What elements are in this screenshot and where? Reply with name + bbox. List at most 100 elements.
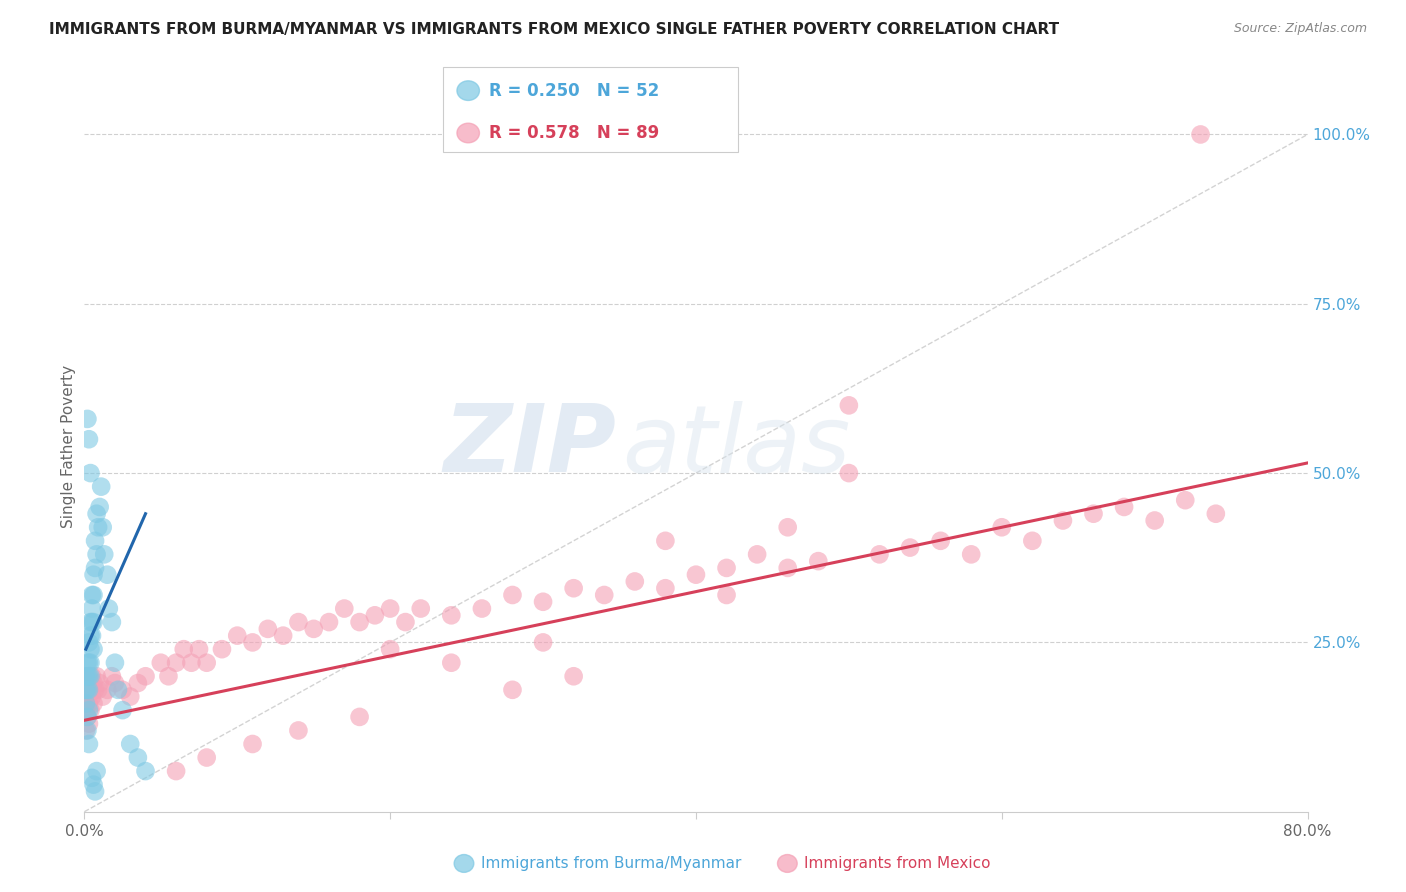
Point: [165, 764, 187, 778]
Point: [79, 615, 101, 629]
Point: [195, 750, 218, 764]
Point: [364, 608, 387, 623]
Point: [84, 682, 107, 697]
Point: [79, 642, 101, 657]
Point: [165, 656, 187, 670]
Point: [471, 601, 494, 615]
Point: [79, 682, 101, 697]
Point: [84, 533, 107, 548]
Point: [77, 703, 100, 717]
Point: [89, 500, 111, 514]
Text: atlas: atlas: [623, 401, 851, 491]
Point: [75, 697, 97, 711]
Text: Immigrants from Mexico: Immigrants from Mexico: [804, 856, 991, 871]
Point: [83, 642, 105, 657]
Point: [91, 690, 114, 704]
Point: [75, 723, 97, 738]
Point: [101, 669, 124, 683]
Point: [96, 682, 118, 697]
Point: [960, 547, 983, 561]
Point: [531, 635, 554, 649]
Point: [531, 595, 554, 609]
Point: [77, 669, 100, 683]
Point: [380, 601, 402, 615]
Point: [287, 723, 309, 738]
Point: [80, 601, 103, 615]
Point: [77, 432, 100, 446]
Point: [77, 737, 100, 751]
Point: [76, 710, 98, 724]
Point: [77, 635, 100, 649]
Point: [349, 710, 371, 724]
Point: [83, 588, 105, 602]
Point: [776, 520, 799, 534]
Text: ZIP: ZIP: [443, 400, 616, 492]
Point: [76, 656, 98, 670]
Point: [776, 561, 799, 575]
Point: [1083, 507, 1105, 521]
Point: [76, 682, 98, 697]
Point: [654, 581, 676, 595]
Point: [593, 588, 616, 602]
Point: [226, 629, 249, 643]
Point: [83, 697, 105, 711]
Point: [716, 561, 738, 575]
Point: [104, 656, 127, 670]
Point: [111, 682, 134, 697]
Point: [86, 764, 108, 778]
Point: [807, 554, 830, 568]
Point: [83, 778, 105, 792]
Text: Source: ZipAtlas.com: Source: ZipAtlas.com: [1233, 22, 1367, 36]
Point: [287, 615, 309, 629]
Point: [898, 541, 921, 555]
Point: [180, 656, 202, 670]
Point: [685, 567, 707, 582]
Point: [80, 629, 103, 643]
Point: [173, 642, 195, 657]
Point: [380, 642, 402, 657]
Point: [97, 601, 120, 615]
Point: [80, 588, 103, 602]
Point: [83, 676, 105, 690]
Point: [87, 682, 110, 697]
Point: [86, 669, 108, 683]
Point: [135, 764, 157, 778]
Point: [107, 682, 129, 697]
Point: [135, 669, 157, 683]
Point: [79, 629, 101, 643]
Point: [77, 697, 100, 711]
Point: [394, 615, 416, 629]
Point: [77, 676, 100, 690]
Point: [333, 601, 356, 615]
Point: [1205, 507, 1227, 521]
Text: Immigrants from Burma/Myanmar: Immigrants from Burma/Myanmar: [481, 856, 741, 871]
Point: [747, 547, 769, 561]
Point: [83, 615, 105, 629]
Point: [562, 581, 585, 595]
Point: [502, 588, 524, 602]
Point: [79, 669, 101, 683]
Point: [440, 608, 463, 623]
Point: [76, 669, 98, 683]
Point: [79, 703, 101, 717]
Point: [77, 682, 100, 697]
Point: [562, 669, 585, 683]
Point: [502, 682, 524, 697]
Point: [80, 771, 103, 785]
Point: [1021, 533, 1043, 548]
Text: R = 0.250   N = 52: R = 0.250 N = 52: [489, 82, 659, 100]
Point: [1114, 500, 1136, 514]
Y-axis label: Single Father Poverty: Single Father Poverty: [60, 365, 76, 527]
Text: IMMIGRANTS FROM BURMA/MYANMAR VS IMMIGRANTS FROM MEXICO SINGLE FATHER POVERTY CO: IMMIGRANTS FROM BURMA/MYANMAR VS IMMIGRA…: [49, 22, 1059, 37]
Point: [84, 784, 107, 798]
Point: [76, 690, 98, 704]
Point: [86, 507, 108, 521]
Point: [654, 533, 676, 548]
Point: [80, 690, 103, 704]
Point: [149, 656, 172, 670]
Point: [188, 642, 211, 657]
Point: [211, 642, 233, 657]
Point: [76, 723, 98, 738]
Point: [318, 615, 340, 629]
Point: [195, 656, 218, 670]
